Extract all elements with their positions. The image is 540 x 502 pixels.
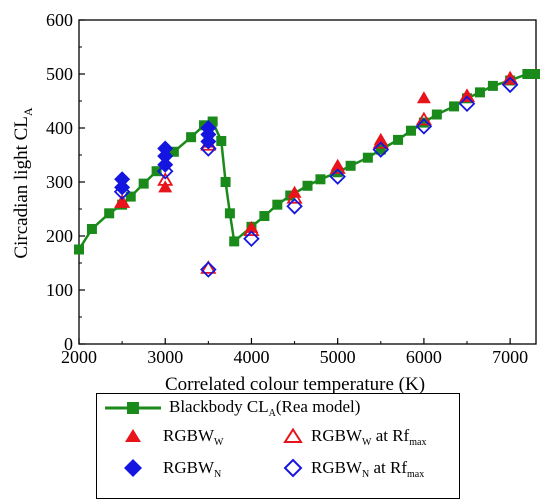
- rgbw-w-rfmax-point: [200, 260, 217, 274]
- rgbw-n-rfmax-point: [329, 168, 346, 185]
- blackbody-point: [405, 125, 416, 136]
- blackbody-point: [418, 117, 429, 128]
- x-tick-label: 5000: [320, 347, 356, 367]
- legend-label-rgbw-n-rfmax: RGBWN at Rfmax: [311, 458, 425, 480]
- blackbody-point: [431, 109, 442, 120]
- blackbody-point: [220, 177, 231, 187]
- rgbw-w-rfmax-point: [157, 172, 174, 186]
- rgbw-n-rfmax-point: [458, 95, 476, 112]
- legend-label-rgbw-w: RGBWW: [163, 426, 224, 448]
- y-tick-label: 200: [46, 226, 73, 246]
- rgbw-n-rfmax-point: [113, 183, 131, 200]
- rgbw-n-rfmax-point: [415, 118, 433, 135]
- rgbw-w-rfmax-point: [415, 111, 432, 126]
- rgbw-w-rfmax-point: [502, 71, 519, 85]
- rgbw-w-rfmax-point: [114, 194, 131, 208]
- blackbody-point: [449, 101, 460, 112]
- y-tick-label: 400: [46, 118, 73, 138]
- y-axis-label: Circadian light CLA: [11, 107, 35, 258]
- legend-symbol-rgbw-n-rfmax: [283, 458, 303, 483]
- blackbody-point: [186, 132, 197, 143]
- rgbw-n-point: [157, 148, 174, 165]
- rgbw-w-point: [115, 195, 130, 208]
- rgbw-n-rfmax-point: [200, 261, 217, 278]
- rgbw-w-rfmax-point: [458, 88, 476, 103]
- rgbw-w-point: [158, 180, 173, 193]
- blackbody-point: [216, 135, 227, 146]
- chart-marks: [74, 69, 540, 278]
- rgbw-n-rfmax-point: [200, 140, 217, 157]
- rgbw-n-rfmax-point: [156, 162, 174, 180]
- rgbw-w-rfmax-point: [286, 189, 303, 204]
- blackbody-point: [375, 144, 386, 155]
- blackbody-point: [393, 134, 404, 145]
- blackbody-point: [74, 244, 84, 255]
- blackbody-point: [474, 87, 485, 98]
- blackbody-point: [272, 199, 283, 210]
- legend-label-blackbody: Blackbody CLA(Rea model): [169, 397, 361, 419]
- blackbody-point: [168, 146, 179, 157]
- y-tick-label: 0: [64, 334, 73, 354]
- x-tick-label: 7000: [492, 347, 528, 367]
- legend-label-rgbw-n: RGBWN: [163, 458, 222, 480]
- legend-symbol-rgbw-n: [123, 458, 143, 483]
- rgbw-n-point: [114, 179, 131, 196]
- rgbw-n-rfmax-point: [286, 198, 303, 215]
- blackbody-point: [315, 174, 326, 185]
- x-tick-label: 2000: [61, 347, 97, 367]
- blackbody-point: [522, 69, 533, 79]
- blackbody-point: [86, 223, 97, 234]
- ticks: 2000 3000 4000 5000 6000 7000 0 100 200 300 400 500…: [46, 10, 528, 367]
- legend-symbol-blackbody: [103, 398, 163, 423]
- rgbw-w-rfmax-point: [243, 222, 260, 237]
- blackbody-point: [362, 152, 373, 163]
- blackbody-point: [302, 180, 313, 191]
- blackbody-point: [125, 191, 136, 202]
- y-tick-label: 500: [46, 64, 73, 84]
- legend-symbol-rgbw-w: [123, 427, 143, 450]
- blackbody-point: [531, 69, 540, 79]
- rgbw-n-rfmax-point: [243, 230, 260, 247]
- blackbody-point: [151, 166, 162, 177]
- blackbody-point: [345, 160, 356, 171]
- x-tick-label: 4000: [233, 347, 269, 367]
- blackbody-point: [487, 80, 498, 91]
- x-axis-label: Correlated colour temperature (K): [165, 374, 425, 395]
- x-tick-label: 3000: [147, 347, 183, 367]
- rgbw-w-rfmax-point: [329, 160, 346, 174]
- blackbody-point: [259, 211, 270, 222]
- rgbw-w-point: [416, 91, 431, 104]
- rgbw-n-rfmax-point: [501, 76, 519, 94]
- blackbody-point: [207, 116, 218, 127]
- y-tick-label: 300: [46, 172, 73, 192]
- y-tick-label: 100: [46, 280, 73, 300]
- x-tick-label: 6000: [406, 347, 442, 367]
- y-tick-label: 600: [46, 10, 73, 30]
- legend-label-rgbw-w-rfmax: RGBWW at Rfmax: [311, 426, 427, 448]
- rgbw-n-rfmax-point: [372, 141, 390, 158]
- legend: Blackbody CLA(Rea model) RGBWW RGBWW at …: [96, 393, 460, 499]
- rgbw-n-point: [114, 171, 131, 188]
- blackbody-point: [229, 236, 240, 247]
- legend-symbol-rgbw-w-rfmax: [283, 427, 303, 450]
- blackbody-point: [104, 208, 115, 219]
- blackbody-point: [138, 178, 149, 189]
- rgbw-w-rfmax-point: [372, 134, 389, 149]
- blackbody-point: [224, 208, 235, 219]
